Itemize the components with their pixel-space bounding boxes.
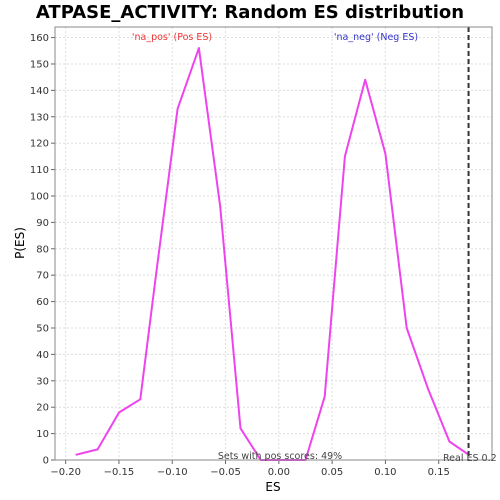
data-point xyxy=(384,152,387,155)
y-tick-label: 10 xyxy=(36,429,49,440)
data-point xyxy=(323,395,326,398)
x-tick-label: 0.00 xyxy=(268,467,290,478)
y-tick-label: 120 xyxy=(30,139,49,150)
x-axis-ticks: −0.20 −0.15 −0.10 −0.05 0.00 0.05 0.10 0.15 xyxy=(50,460,450,478)
y-tick-label: 100 xyxy=(30,191,49,202)
neg-es-label: 'na_neg' (Neg ES) xyxy=(334,32,418,43)
y-tick-label: 50 xyxy=(36,323,49,334)
y-tick-label: 130 xyxy=(30,112,49,123)
real-es-text: Real ES 0.2 xyxy=(443,453,497,464)
y-tick-label: 20 xyxy=(36,403,49,414)
y-tick-label: 0 xyxy=(43,456,49,467)
data-point xyxy=(405,327,408,329)
data-point xyxy=(139,398,142,401)
pos-es-label: 'na_pos' (Pos ES) xyxy=(132,32,212,43)
y-tick-label: 160 xyxy=(30,33,49,44)
x-tick-label: −0.15 xyxy=(104,467,135,478)
y-tick-label: 140 xyxy=(30,86,49,97)
y-tick-label: 40 xyxy=(36,350,49,361)
data-point xyxy=(344,155,346,158)
x-tick-label: −0.05 xyxy=(210,467,241,478)
data-point xyxy=(96,448,99,451)
y-tick-label: 150 xyxy=(30,59,49,70)
x-axis-label: ES xyxy=(265,480,280,494)
y-tick-label: 30 xyxy=(36,376,49,387)
x-tick-label: −0.20 xyxy=(50,467,81,478)
data-point xyxy=(239,427,242,430)
data-point xyxy=(75,453,78,456)
data-point xyxy=(118,411,120,414)
y-tick-label: 60 xyxy=(36,297,49,308)
data-point xyxy=(155,271,158,274)
data-point xyxy=(176,107,179,110)
y-tick-label: 90 xyxy=(36,218,49,229)
y-tick-label: 80 xyxy=(36,244,49,255)
plot-frame xyxy=(54,26,493,461)
x-tick-label: −0.10 xyxy=(157,467,188,478)
data-point xyxy=(427,387,429,390)
x-tick-label: 0.15 xyxy=(428,467,450,478)
y-axis-label: P(ES) xyxy=(13,227,27,259)
y-axis-ticks: 0 10 20 30 40 50 60 70 80 90 100 110 120 130 140 150 160 xyxy=(30,33,55,467)
data-point xyxy=(219,205,222,208)
gridlines xyxy=(55,27,492,461)
data-point xyxy=(364,78,367,81)
x-tick-label: 0.05 xyxy=(321,467,343,478)
y-tick-label: 110 xyxy=(30,165,49,176)
x-tick-label: 0.10 xyxy=(374,467,396,478)
data-point xyxy=(197,47,200,50)
data-point xyxy=(448,440,451,443)
y-tick-label: 70 xyxy=(36,271,49,282)
plot-area xyxy=(55,27,492,460)
chart-title: ATPASE_ACTIVITY: Random ES distribution xyxy=(36,2,464,23)
sets-pos-scores-text: Sets with pos scores: 49% xyxy=(218,451,342,462)
